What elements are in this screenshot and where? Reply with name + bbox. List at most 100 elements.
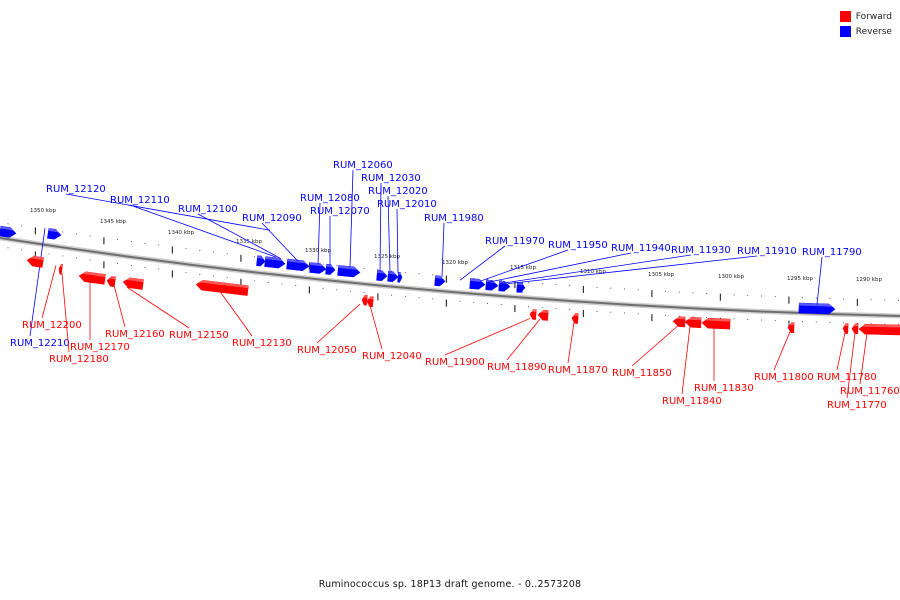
gene-rum-11870[interactable] <box>571 313 579 324</box>
gene-label[interactable]: RUM_12070 <box>310 206 370 217</box>
gene-rum-12210[interactable] <box>0 225 17 238</box>
gene-rum-11890[interactable] <box>537 309 549 321</box>
gene-rum-12120[interactable] <box>47 228 62 240</box>
gene-label[interactable]: RUM_12020 <box>368 186 428 197</box>
gene-rum-12170[interactable] <box>78 270 106 285</box>
gene-label[interactable]: RUM_11930 <box>671 245 731 256</box>
gene-label[interactable]: RUM_11790 <box>802 247 862 258</box>
gene-shape[interactable] <box>58 263 63 275</box>
gene-shape[interactable] <box>798 302 836 315</box>
gene-rum-12180[interactable] <box>58 263 63 275</box>
gene-shape[interactable] <box>106 276 116 288</box>
gene-shape[interactable] <box>851 323 859 335</box>
gene-rum-11930[interactable] <box>516 281 526 293</box>
gene-rum-12150[interactable] <box>122 276 144 290</box>
gene-shape[interactable] <box>434 275 446 287</box>
gene-label[interactable]: RUM_12080 <box>300 193 360 204</box>
gene-rum-11980[interactable] <box>434 275 446 287</box>
gene-label[interactable]: RUM_12040 <box>362 351 422 362</box>
gene-label[interactable]: RUM_12090 <box>242 213 302 224</box>
gene-rum-11800[interactable] <box>787 322 795 334</box>
gene-rum-12010[interactable] <box>397 271 403 283</box>
gene-rum-12020[interactable] <box>387 271 399 283</box>
gene-shape[interactable] <box>361 294 368 306</box>
gene-shape[interactable] <box>309 262 327 275</box>
gene-label[interactable]: RUM_12050 <box>297 345 357 356</box>
gene-rum-12070[interactable] <box>325 263 336 275</box>
gene-rum-11770[interactable] <box>851 323 859 335</box>
gene-rum-12030[interactable] <box>376 270 388 281</box>
gene-label[interactable]: RUM_12160 <box>105 329 165 340</box>
gene-shape[interactable] <box>337 265 361 278</box>
gene-shape[interactable] <box>529 309 537 320</box>
gene-label[interactable]: RUM_11980 <box>424 213 484 224</box>
gene-shape[interactable] <box>0 225 17 238</box>
gene-rum-12090[interactable] <box>286 258 310 271</box>
gene-label[interactable]: RUM_11870 <box>548 365 608 376</box>
gene-label[interactable]: RUM_11800 <box>754 372 814 383</box>
gene-shape[interactable] <box>842 323 849 334</box>
gene-rum-12060[interactable] <box>337 265 361 278</box>
gene-shape[interactable] <box>78 271 106 285</box>
gene-shape[interactable] <box>787 322 795 334</box>
gene-rum-11830[interactable] <box>701 317 731 330</box>
gene-label[interactable]: RUM_11950 <box>548 240 608 251</box>
gene-shape[interactable] <box>521 282 524 293</box>
gene-rum-12100[interactable] <box>264 256 286 269</box>
gene-label[interactable]: RUM_12180 <box>49 354 109 365</box>
gene-shape[interactable] <box>256 255 266 267</box>
gene-rum-11840[interactable] <box>684 316 702 329</box>
gene-shape[interactable] <box>122 277 144 290</box>
gene-label[interactable]: RUM_12060 <box>333 160 393 171</box>
gene-label[interactable]: RUM_12100 <box>178 204 238 215</box>
gene-shape[interactable] <box>701 317 731 330</box>
gene-label[interactable]: RUM_11780 <box>817 372 877 383</box>
gene-shape[interactable] <box>672 316 686 328</box>
gene-rum-12110[interactable] <box>256 255 266 267</box>
gene-label[interactable]: RUM_11830 <box>694 383 754 394</box>
gene-shape[interactable] <box>571 313 579 324</box>
gene-rum-11900[interactable] <box>529 309 537 320</box>
gene-label[interactable]: RUM_12200 <box>22 320 82 331</box>
gene-rum-11780[interactable] <box>842 323 849 334</box>
gene-shape[interactable] <box>387 271 399 283</box>
gene-label[interactable]: RUM_12110 <box>110 195 170 206</box>
gene-shape[interactable] <box>47 228 62 240</box>
gene-label[interactable]: RUM_12130 <box>232 338 292 349</box>
gene-rum-11910[interactable] <box>521 282 524 293</box>
gene-label[interactable]: RUM_11890 <box>487 362 547 373</box>
gene-label[interactable]: RUM_11850 <box>612 368 672 379</box>
gene-rum-11790[interactable] <box>798 302 836 315</box>
gene-label[interactable]: RUM_12010 <box>377 199 437 210</box>
gene-label[interactable]: RUM_11970 <box>485 236 545 247</box>
gene-rum-12160[interactable] <box>106 275 116 288</box>
gene-label[interactable]: RUM_12030 <box>361 173 421 184</box>
gene-shape[interactable] <box>397 271 403 283</box>
gene-rum-11760[interactable] <box>858 323 900 336</box>
gene-label[interactable]: RUM_12210 <box>10 338 70 349</box>
gene-shape[interactable] <box>858 323 900 336</box>
gene-label[interactable]: RUM_11840 <box>662 396 722 407</box>
gene-rum-11850[interactable] <box>672 316 686 328</box>
gene-shape[interactable] <box>195 279 249 296</box>
gene-rum-12130[interactable] <box>195 279 249 296</box>
gene-label[interactable]: RUM_12150 <box>169 330 229 341</box>
gene-label[interactable]: RUM_11900 <box>425 357 485 368</box>
gene-shape[interactable] <box>684 316 702 329</box>
gene-shape[interactable] <box>26 255 44 268</box>
gene-shape[interactable] <box>264 256 286 269</box>
gene-rum-12080[interactable] <box>309 262 327 275</box>
gene-shape[interactable] <box>376 270 388 281</box>
gene-label[interactable]: RUM_12170 <box>70 342 130 353</box>
gene-label[interactable]: RUM_11910 <box>737 246 797 257</box>
gene-shape[interactable] <box>366 296 374 308</box>
gene-rum-12200[interactable] <box>26 255 44 268</box>
gene-shape[interactable] <box>286 258 310 271</box>
gene-label[interactable]: RUM_11770 <box>827 400 887 411</box>
gene-shape[interactable] <box>537 309 549 321</box>
gene-rum-12050[interactable] <box>361 294 368 306</box>
gene-label[interactable]: RUM_11760 <box>840 386 900 397</box>
gene-rum-12040[interactable] <box>366 296 374 308</box>
gene-label[interactable]: RUM_11940 <box>611 243 671 254</box>
gene-label[interactable]: RUM_12120 <box>46 184 106 195</box>
